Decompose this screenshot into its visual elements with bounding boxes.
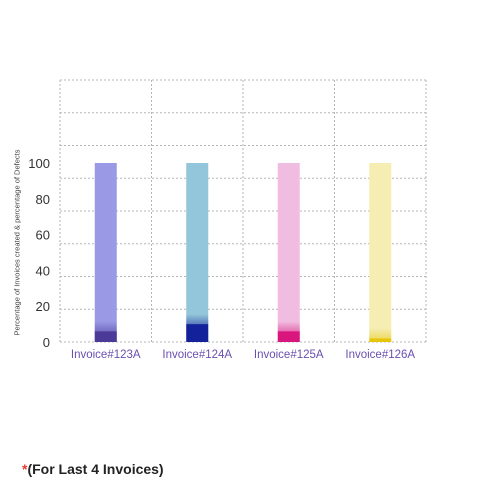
- bar-defects-fade: [186, 314, 209, 325]
- x-category-label: Invoice#124A: [162, 349, 232, 361]
- y-tick-label: 40: [36, 263, 50, 278]
- chart-canvas: 0 20 40 60 80 100 Invoice#123A Invoice#124A Invo…: [28, 79, 427, 361]
- bar-invoices-created: [369, 163, 392, 342]
- y-tick-label: 20: [36, 299, 50, 314]
- y-tick-label: 60: [36, 228, 50, 243]
- y-axis-label: Percentage of Invoices created & percent…: [12, 149, 22, 336]
- y-tick-label: 0: [43, 335, 50, 350]
- bar-invoices-created: [94, 163, 117, 342]
- footnote-asterisk: *: [22, 461, 28, 477]
- y-tick-label: 100: [28, 156, 50, 171]
- x-category-label: Invoice#125A: [254, 349, 324, 361]
- bar-defects: [369, 338, 392, 342]
- bar-defects-fade: [94, 321, 117, 332]
- bar-invoices-created: [186, 163, 209, 342]
- x-category-label: Invoice#126A: [345, 349, 415, 361]
- bar-defects-fade: [277, 321, 300, 332]
- defects-chart: 0 20 40 60 80 100 Invoice#123A Invoice#124A Invo…: [12, 79, 427, 361]
- footnote-text: (For Last 4 Invoices): [27, 461, 164, 477]
- bar-invoices-created: [277, 163, 300, 342]
- bar-defects: [186, 324, 209, 342]
- bar-defects: [94, 331, 117, 342]
- x-category-label: Invoice#123A: [71, 349, 141, 361]
- bar-defects-fade: [369, 328, 392, 339]
- bar-defects: [277, 331, 300, 342]
- y-tick-label: 80: [36, 192, 50, 207]
- footnote: *(For Last 4 Invoices): [22, 461, 164, 477]
